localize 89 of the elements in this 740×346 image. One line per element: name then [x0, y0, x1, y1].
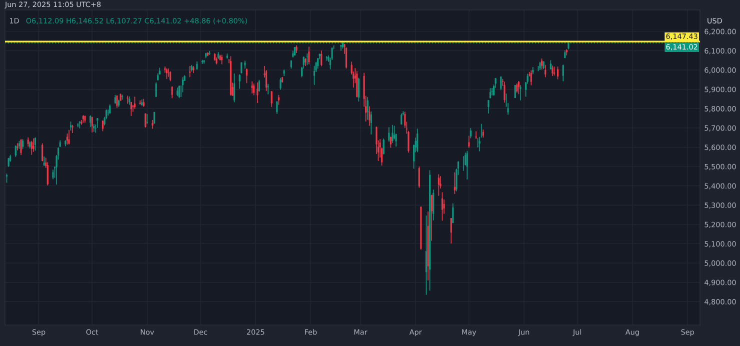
candlestick [30, 140, 32, 156]
candlestick [317, 58, 319, 70]
candlestick [514, 84, 516, 98]
candlestick [42, 142, 44, 162]
candlestick [238, 74, 240, 90]
candlestick [134, 96, 136, 110]
candlestick [470, 128, 472, 139]
candlestick [516, 83, 518, 94]
candlestick [544, 64, 546, 78]
candlestick [477, 138, 479, 148]
candlestick [358, 77, 360, 102]
candlestick [66, 133, 68, 145]
candlestick [432, 189, 434, 221]
candlestick [530, 70, 532, 86]
candlestick [170, 70, 172, 82]
candlestick [166, 68, 168, 80]
candlestick [562, 64, 564, 82]
candlestick [126, 95, 128, 104]
candlestick [454, 172, 456, 194]
candlestick [418, 166, 420, 188]
candlestick [189, 66, 191, 78]
candlestick [552, 65, 554, 76]
candlestick [270, 90, 272, 108]
candlestick [116, 94, 118, 108]
candlestick [94, 124, 96, 134]
candlestick [438, 174, 440, 196]
candlestick [466, 150, 468, 180]
candlestick [52, 169, 54, 180]
candlestick [370, 111, 372, 135]
candlestick [520, 84, 522, 101]
candlestick [265, 70, 268, 92]
candlestick [382, 138, 384, 155]
candlestick [171, 86, 173, 99]
candlestick [504, 81, 506, 104]
candlestick [400, 113, 402, 125]
candlestick [20, 138, 22, 156]
candlestick [491, 88, 493, 96]
candlestick [392, 124, 394, 144]
candlestick [320, 50, 322, 67]
candlestick [258, 79, 260, 92]
candlestick [278, 94, 280, 106]
candlestick [468, 135, 470, 148]
candlestick [91, 116, 93, 133]
candlestick [43, 156, 45, 166]
candlestick [441, 192, 444, 221]
candlestick [233, 73, 236, 103]
candlestick [500, 76, 502, 91]
candlestick [256, 82, 258, 104]
candlestick [550, 60, 552, 70]
candlestick [366, 96, 368, 120]
candlestick [144, 112, 146, 128]
candlestick [16, 142, 18, 151]
candlestick [27, 136, 29, 148]
candlestick [251, 80, 253, 94]
candlestick [6, 173, 8, 184]
candlestick [68, 129, 70, 145]
candlestick [452, 202, 454, 224]
candlestick [109, 104, 111, 114]
candlestick [90, 114, 92, 128]
candlestick [308, 46, 310, 65]
candlestick [356, 70, 358, 98]
candlestick [345, 47, 348, 69]
candlestick [168, 68, 170, 78]
candlestick [276, 100, 278, 114]
candlestick [493, 84, 495, 96]
candlestick [557, 66, 559, 80]
candlestick [22, 138, 24, 150]
candlestick [388, 126, 390, 142]
candlestick [368, 106, 370, 126]
candlestick [46, 162, 48, 186]
candlestick [182, 76, 184, 93]
candlestick [155, 82, 157, 98]
candlestick [107, 109, 109, 116]
candlestick [488, 100, 490, 114]
candlestick [253, 83, 255, 96]
candlestick [450, 218, 452, 244]
candlestick [72, 124, 74, 134]
candlestick [34, 136, 36, 152]
candlestick [280, 77, 282, 90]
candlestick [475, 130, 477, 140]
candlestick [518, 80, 520, 95]
candlestick [32, 138, 34, 152]
candlestick [70, 121, 72, 132]
candlestick [246, 68, 248, 84]
candlestick [313, 65, 316, 86]
candlestick [130, 101, 132, 116]
candlestick [425, 215, 428, 296]
candlestick [416, 128, 418, 153]
candlestick [430, 194, 432, 242]
